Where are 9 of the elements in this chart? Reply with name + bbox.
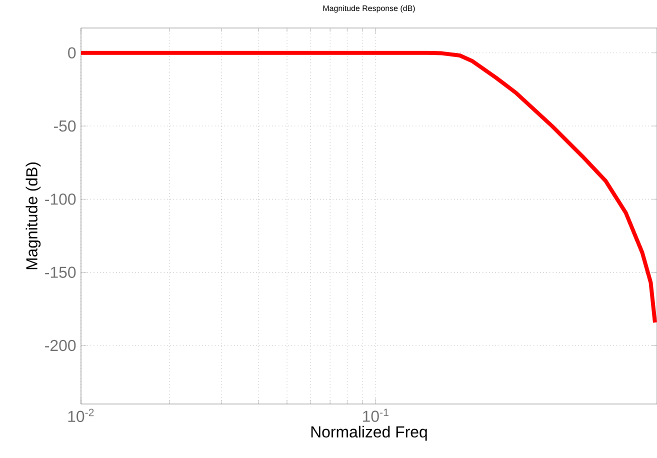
x-tick-label: 10$^{-1}$ xyxy=(363,408,388,422)
y-tick-label: 0 xyxy=(68,47,76,58)
y-tick-label: -100 xyxy=(45,194,76,205)
y-axis-title: Magnitude (dB) xyxy=(26,162,41,270)
x-axis-title: Normalized Freq xyxy=(311,426,427,441)
x-tick-label: 10$^{-2}$ xyxy=(68,408,94,422)
y-tick-label: -200 xyxy=(45,340,76,352)
y-tick-label: -150 xyxy=(45,266,76,278)
y-tick-label: -50 xyxy=(54,120,76,132)
